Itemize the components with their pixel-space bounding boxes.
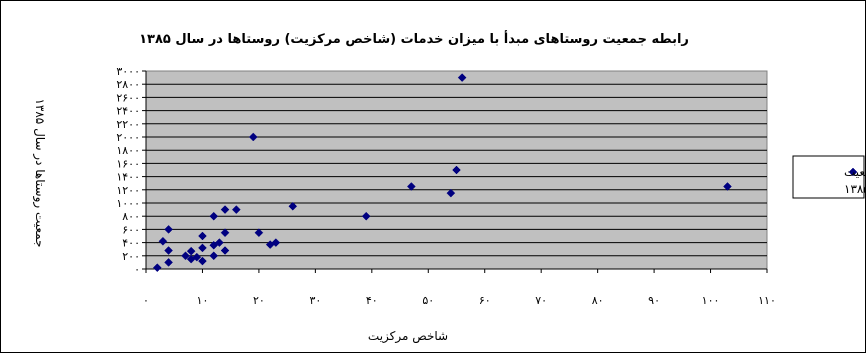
y-tick-label: ۲۶۰۰ <box>116 91 140 104</box>
data-point <box>164 225 173 234</box>
data-point <box>192 252 202 262</box>
x-tick-label: ۶۰ <box>479 294 491 307</box>
data-point <box>288 201 298 211</box>
x-tick-label: ۴۰ <box>366 294 378 307</box>
data-point <box>361 211 371 221</box>
data-point <box>231 205 241 214</box>
x-tick-label: ۳۰ <box>309 294 321 307</box>
y-tick-label: ۱۸۰۰ <box>116 144 140 157</box>
data-point <box>198 231 207 241</box>
data-point <box>220 205 230 214</box>
data-point <box>198 256 207 266</box>
legend: جمعیت۱۳۸۵ <box>844 165 866 196</box>
x-tick-label: ۱۱۰ <box>758 294 776 307</box>
y-tick-label: ۴۰۰ <box>122 237 140 250</box>
y-tick-label: ۲۸۰۰ <box>116 78 140 91</box>
x-axis-tick-labels: ۰ ۱۰ ۲۰ ۳۰ ۴۰ ۵۰ ۶۰ ۷۰ ۸۰ ۹۰ ۱۰۰ ۱۱۰ <box>143 268 776 307</box>
x-tick-label: ۰ <box>143 294 149 307</box>
data-point <box>723 182 732 191</box>
data-point <box>209 251 219 261</box>
data-point <box>186 246 196 256</box>
data-point <box>254 228 264 238</box>
data-point <box>406 182 416 191</box>
data-point <box>248 132 258 142</box>
y-tick-label: ۲۴۰۰ <box>116 105 140 118</box>
x-tick-label: ۹۰ <box>648 294 660 307</box>
y-tick-label: ۱۴۰۰ <box>116 171 140 184</box>
data-point <box>198 243 207 253</box>
y-tick-label: ۲۰۰۰ <box>116 131 140 144</box>
data-point <box>446 188 456 198</box>
x-tick-label: ۲۰ <box>253 294 265 307</box>
y-tick-label: ۸۰۰ <box>122 210 140 223</box>
y-axis-label: جمعیت روستاها در سال ۱۳۸۵ <box>32 98 47 247</box>
x-tick-label: ۷۰ <box>535 294 547 307</box>
data-point <box>152 263 162 273</box>
x-tick-label: ۱۰ <box>197 294 209 307</box>
x-tick-label: ۵۰ <box>422 294 434 307</box>
legend-marker <box>848 167 858 177</box>
data-point <box>271 238 281 247</box>
y-axis-tick-labels: ۰۲۰۰۴۰۰۶۰۰۸۰۰۱۰۰۰۱۲۰۰۱۴۰۰۱۶۰۰۱۸۰۰۲۰۰۰۲۲۰… <box>116 65 147 276</box>
legend-box <box>792 155 865 199</box>
x-tick-label: ۸۰ <box>592 294 604 307</box>
data-point <box>209 211 219 221</box>
y-tick-label: ۱۰۰۰ <box>116 197 140 210</box>
legend-label: جمعیت۱۳۸۵ <box>844 165 866 196</box>
y-tick-label: ۱۲۰۰ <box>116 184 140 197</box>
data-point <box>164 246 173 255</box>
data-point <box>220 246 230 255</box>
data-point <box>215 238 224 247</box>
x-axis-label: شاخص مرکزیت <box>368 329 448 344</box>
x-tick-label: ۱۰۰ <box>702 294 720 307</box>
y-tick-label: ۲۰۰ <box>122 250 140 263</box>
chart-title: رابطه جمعیت روستاهای مبدأ با میزان خدمات… <box>139 30 689 47</box>
y-tick-label: ۶۰۰ <box>122 223 140 236</box>
y-tick-label: ۰ <box>134 263 140 276</box>
data-points <box>152 73 732 273</box>
gridlines <box>146 83 767 257</box>
data-point <box>158 236 168 246</box>
y-tick-label: ۱۶۰۰ <box>116 157 140 170</box>
y-tick-label: ۳۰۰۰ <box>116 65 140 78</box>
data-point <box>181 251 190 261</box>
data-point <box>164 258 173 267</box>
data-point <box>220 228 230 238</box>
data-point <box>457 73 467 82</box>
y-tick-label: ۲۲۰۰ <box>116 118 140 131</box>
data-point <box>452 165 461 175</box>
